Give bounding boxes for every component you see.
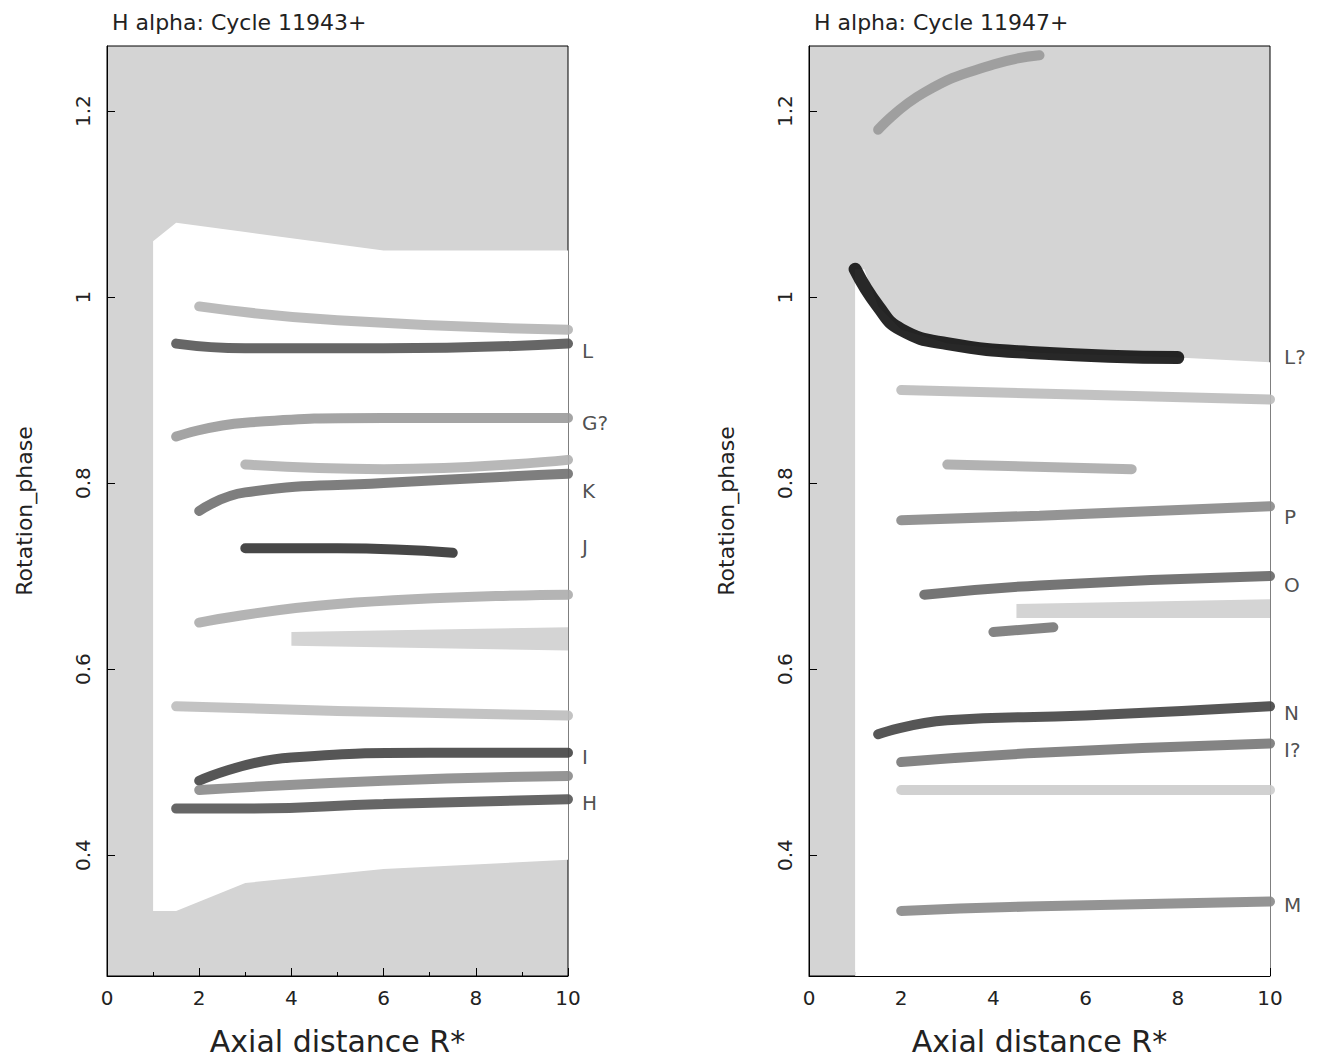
svg-text:1.2: 1.2	[773, 95, 797, 127]
svg-text:0.4: 0.4	[773, 839, 797, 871]
svg-text:M: M	[1284, 893, 1301, 917]
svg-text:I?: I?	[1284, 738, 1301, 762]
svg-text:N: N	[1284, 701, 1299, 725]
svg-text:4: 4	[987, 986, 1000, 1010]
svg-text:6: 6	[377, 986, 390, 1010]
svg-text:0: 0	[101, 986, 114, 1010]
svg-text:0.8: 0.8	[773, 467, 797, 499]
svg-text:0: 0	[803, 986, 816, 1010]
svg-text:O: O	[1284, 573, 1300, 597]
svg-text:Rotation_phase: Rotation_phase	[714, 426, 740, 595]
svg-text:K: K	[582, 479, 596, 503]
svg-text:1: 1	[773, 291, 797, 304]
svg-text:Axial distance R*: Axial distance R*	[912, 1024, 1167, 1059]
svg-text:G?: G?	[582, 411, 608, 435]
svg-text:L: L	[582, 339, 594, 363]
svg-text:4: 4	[285, 986, 298, 1010]
svg-text:0.6: 0.6	[71, 653, 95, 685]
svg-text:H alpha: Cycle 11943+: H alpha: Cycle 11943+	[112, 10, 366, 35]
svg-text:Axial distance R*: Axial distance R*	[210, 1024, 465, 1059]
svg-text:H alpha: Cycle 11947+: H alpha: Cycle 11947+	[814, 10, 1068, 35]
svg-text:1.2: 1.2	[71, 95, 95, 127]
svg-text:10: 10	[555, 986, 580, 1010]
svg-text:0.4: 0.4	[71, 839, 95, 871]
svg-text:10: 10	[1257, 986, 1282, 1010]
svg-text:0.8: 0.8	[71, 467, 95, 499]
svg-text:L?: L?	[1284, 345, 1306, 369]
svg-text:I: I	[582, 745, 588, 769]
svg-text:Rotation_phase: Rotation_phase	[12, 426, 38, 595]
svg-text:6: 6	[1079, 986, 1092, 1010]
svg-text:2: 2	[193, 986, 206, 1010]
svg-text:J: J	[580, 535, 588, 559]
svg-text:1: 1	[71, 291, 95, 304]
svg-text:2: 2	[895, 986, 908, 1010]
svg-text:8: 8	[1171, 986, 1184, 1010]
svg-text:8: 8	[469, 986, 482, 1010]
svg-text:0.6: 0.6	[773, 653, 797, 685]
svg-text:P: P	[1284, 505, 1296, 529]
svg-text:H: H	[582, 791, 597, 815]
